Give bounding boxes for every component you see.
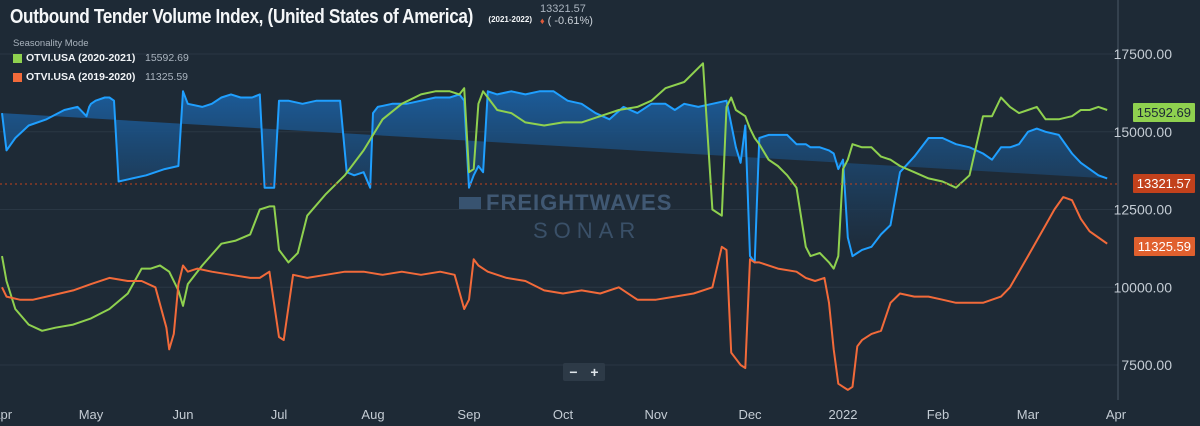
latest-change: ( -0.61%) xyxy=(547,15,593,27)
x-axis: Apr May Jun Jul Aug Sep Oct Nov Dec 2022 Feb Mar Apr xyxy=(0,407,1127,422)
y-axis: 17500.00 15000.00 12500.00 10000.00 7500.00 xyxy=(1114,46,1173,373)
legend-label: OTVI.USA (2019-2020) xyxy=(26,71,136,83)
y-tick-label: 7500.00 xyxy=(1121,357,1172,373)
x-tick-label: Oct xyxy=(553,407,574,422)
x-tick-label: Jul xyxy=(271,407,288,422)
y-tick-label: 15000.00 xyxy=(1114,124,1173,140)
x-tick-label: 2022 xyxy=(829,407,858,422)
y-tick-label: 10000.00 xyxy=(1114,279,1173,295)
line-layer xyxy=(1,62,1108,391)
legend-value: 15592.69 xyxy=(145,52,189,64)
x-tick-label: Dec xyxy=(738,407,762,422)
x-tick-label: Sep xyxy=(457,407,480,422)
down-arrow-icon: ♦ xyxy=(540,16,545,26)
chart-title: Outbound Tender Volume Index, (United St… xyxy=(10,6,474,28)
legend-swatch-green xyxy=(13,53,22,63)
legend-label: OTVI.USA (2020-2021) xyxy=(26,52,136,64)
zoom-out-button[interactable]: − xyxy=(569,364,578,380)
latest-value: 13321.57 xyxy=(540,3,586,15)
x-tick-label: Apr xyxy=(0,407,13,422)
watermark-bar xyxy=(459,197,481,209)
watermark: FREIGHTWAVES SONAR xyxy=(459,190,672,243)
legend-value: 11325.59 xyxy=(145,71,189,83)
x-tick-label: Aug xyxy=(361,407,384,422)
legend-swatch-orange xyxy=(13,72,22,82)
last-value-tag-orange: 11325.59 xyxy=(1133,236,1195,256)
x-tick-label: Mar xyxy=(1017,407,1040,422)
series-area-2021-2022 xyxy=(2,91,1108,263)
zoom-in-button[interactable]: + xyxy=(590,364,599,380)
legend-item-2020-2021[interactable]: OTVI.USA (2020-2021) 15592.69 xyxy=(13,52,189,64)
watermark-line1: FREIGHTWAVES xyxy=(486,190,672,215)
last-value-tag-green: 15592.69 xyxy=(1132,103,1195,123)
series-line-otvi-usa-2019-2020- xyxy=(1,196,1108,391)
x-tick-label: Jun xyxy=(173,407,194,422)
area-layer xyxy=(2,91,1108,263)
latest-block: 13321.57 ♦ ( -0.61%) xyxy=(540,3,593,27)
x-tick-label: Nov xyxy=(644,407,668,422)
zoom-controls: − + xyxy=(563,363,605,381)
y-tick-label: 12500.00 xyxy=(1114,202,1173,218)
watermark-line2: SONAR xyxy=(533,218,641,243)
series-line-otvi-usa-2021-2022- xyxy=(1,90,1108,264)
last-value-tag-current: 13321.57 xyxy=(1132,173,1195,193)
y-tick-label: 17500.00 xyxy=(1114,46,1173,62)
x-tick-label: May xyxy=(79,407,104,422)
chart-header: Outbound Tender Volume Index, (United St… xyxy=(10,3,593,31)
chart-range: (2021-2022) xyxy=(488,15,532,24)
seasonality-mode-label: Seasonality Mode xyxy=(13,38,89,49)
x-tick-label: Feb xyxy=(927,407,949,422)
legend-item-2019-2020[interactable]: OTVI.USA (2019-2020) 11325.59 xyxy=(13,71,188,83)
x-tick-label: Apr xyxy=(1106,407,1127,422)
